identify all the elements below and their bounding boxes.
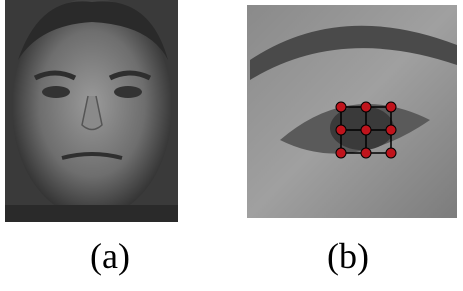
panel-label: (a): [90, 236, 130, 276]
landmark: [386, 125, 396, 135]
landmark-points: [336, 102, 396, 158]
landmark: [386, 148, 396, 158]
right-eye: [114, 86, 142, 98]
landmark: [361, 148, 371, 158]
eye-image: [247, 5, 457, 218]
face-image: [5, 0, 178, 222]
page: {"figure": {"panels": [{"label": "(a)"},…: [0, 0, 463, 291]
landmark: [386, 102, 396, 112]
landmark: [336, 125, 346, 135]
landmark: [361, 125, 371, 135]
landmark: [361, 102, 371, 112]
left-eye: [42, 86, 70, 98]
figure: (a) (b): [0, 0, 463, 291]
panel-label: (b): [327, 236, 369, 276]
collar: [5, 205, 178, 222]
landmark: [336, 148, 346, 158]
landmark: [336, 102, 346, 112]
